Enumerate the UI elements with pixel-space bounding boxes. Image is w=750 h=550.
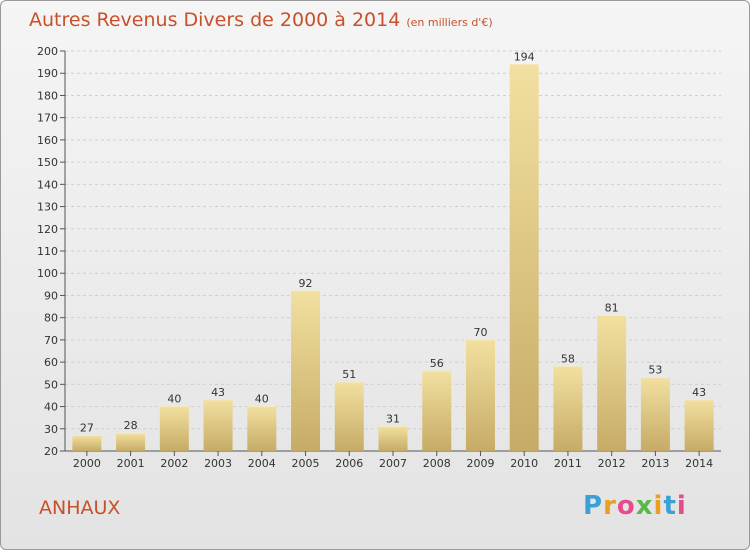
y-tick-label: 150 bbox=[37, 156, 58, 169]
x-tick-label: 2008 bbox=[423, 457, 451, 470]
y-tick-label: 90 bbox=[44, 289, 58, 302]
x-tick-label: 2007 bbox=[379, 457, 407, 470]
x-tick-label: 2004 bbox=[248, 457, 276, 470]
logo-letter: i bbox=[653, 491, 664, 521]
y-tick-label: 20 bbox=[44, 445, 58, 458]
data-label-2003: 43 bbox=[211, 386, 225, 399]
logo-letter: i bbox=[676, 491, 687, 521]
data-label-2006: 51 bbox=[342, 368, 356, 381]
logo-letter: t bbox=[663, 491, 677, 521]
x-tick-label: 2006 bbox=[335, 457, 363, 470]
x-tick-label: 2000 bbox=[73, 457, 101, 470]
y-tick-label: 60 bbox=[44, 356, 58, 369]
data-label-2002: 40 bbox=[167, 393, 181, 406]
y-tick-label: 110 bbox=[37, 245, 58, 258]
bar-2004 bbox=[247, 406, 277, 451]
x-tick-label: 2013 bbox=[641, 457, 669, 470]
x-tick-label: 2012 bbox=[598, 457, 626, 470]
bar-2002 bbox=[159, 406, 189, 451]
y-tick-label: 100 bbox=[37, 267, 58, 280]
logo-letter: r bbox=[603, 491, 617, 521]
y-tick-label: 40 bbox=[44, 401, 58, 414]
x-tick-label: 2011 bbox=[554, 457, 582, 470]
y-tick-label: 70 bbox=[44, 334, 58, 347]
data-label-2011: 58 bbox=[561, 353, 575, 366]
x-tick-label: 2003 bbox=[204, 457, 232, 470]
y-tick-label: 180 bbox=[37, 89, 58, 102]
y-tick-label: 130 bbox=[37, 201, 58, 214]
logo-letter: o bbox=[616, 491, 636, 521]
x-tick-label: 2009 bbox=[466, 457, 494, 470]
bar-2012 bbox=[597, 315, 627, 451]
bar-2011 bbox=[553, 366, 583, 451]
bar-2001 bbox=[116, 433, 146, 451]
y-tick-label: 30 bbox=[44, 423, 58, 436]
bar-2007 bbox=[378, 426, 408, 451]
y-tick-label: 160 bbox=[37, 134, 58, 147]
data-label-2007: 31 bbox=[386, 413, 400, 426]
chart-title: Autres Revenus Divers de 2000 à 2014 (en … bbox=[29, 9, 493, 31]
x-tick-label: 2001 bbox=[117, 457, 145, 470]
y-tick-label: 190 bbox=[37, 67, 58, 80]
data-label-2000: 27 bbox=[80, 421, 94, 434]
proxiti-logo[interactable]: Proxiti bbox=[583, 491, 687, 521]
x-tick-label: 2014 bbox=[685, 457, 713, 470]
data-label-2001: 28 bbox=[124, 419, 138, 432]
bar-2000 bbox=[72, 435, 102, 451]
logo-letter: P bbox=[583, 491, 604, 521]
bar-2013 bbox=[640, 377, 670, 451]
x-tick-label: 2005 bbox=[292, 457, 320, 470]
chart-title-text: Autres Revenus Divers de 2000 à 2014 bbox=[29, 9, 401, 31]
data-label-2005: 92 bbox=[299, 277, 313, 290]
data-label-2014: 43 bbox=[692, 386, 706, 399]
data-label-2010: 194 bbox=[514, 50, 535, 63]
data-label-2008: 56 bbox=[430, 357, 444, 370]
x-tick-label: 2010 bbox=[510, 457, 538, 470]
bars bbox=[72, 63, 714, 452]
logo-letter: x bbox=[635, 491, 654, 521]
commune-name: ANHAUX bbox=[39, 497, 121, 519]
bar-2003 bbox=[203, 399, 233, 451]
data-label-2013: 53 bbox=[648, 364, 662, 377]
data-label-2009: 70 bbox=[473, 326, 487, 339]
bar-2014 bbox=[684, 399, 714, 451]
y-tick-label: 200 bbox=[37, 45, 58, 58]
y-tick-label: 50 bbox=[44, 378, 58, 391]
chart-unit: (en milliers d'€) bbox=[406, 16, 493, 29]
x-tick-label: 2002 bbox=[160, 457, 188, 470]
data-label-2012: 81 bbox=[605, 301, 619, 314]
bar-2005 bbox=[291, 291, 321, 451]
data-labels: 27 28 40 43 40 92 51 31 56 70 194 58 81 53 43 bbox=[80, 50, 706, 434]
y-tick-label: 170 bbox=[37, 112, 58, 125]
bar-2009 bbox=[465, 339, 495, 451]
y-tick-label: 140 bbox=[37, 178, 58, 191]
bar-2010 bbox=[509, 64, 539, 452]
y-tick-label: 80 bbox=[44, 312, 58, 325]
y-tick-label: 120 bbox=[37, 223, 58, 236]
bar-2006 bbox=[334, 382, 364, 451]
data-label-2004: 40 bbox=[255, 393, 269, 406]
bar-2008 bbox=[422, 371, 452, 451]
